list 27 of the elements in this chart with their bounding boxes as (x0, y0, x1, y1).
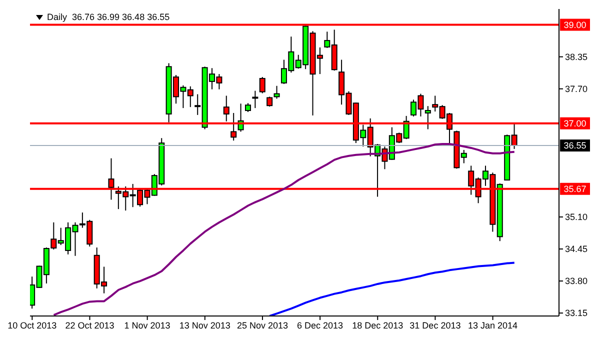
x-tick-label: 25 Nov 2013 (236, 320, 288, 330)
x-tick-label: 22 Oct 2013 (65, 320, 114, 330)
ref-line-label: 37.00 (564, 118, 586, 128)
chart-title: Daily 36.76 36.99 36.48 36.55 (47, 12, 170, 22)
y-tick-label: 38.35 (565, 52, 588, 62)
x-tick-label: 1 Nov 2013 (124, 320, 170, 330)
x-tick-label: 13 Jan 2014 (468, 320, 518, 330)
x-tick-label: 18 Dec 2013 (352, 320, 404, 330)
ref-line-label: 35.67 (564, 184, 586, 194)
y-tick-label: 35.10 (565, 212, 588, 222)
line-series (52, 143, 516, 316)
candlestick (252, 90, 258, 109)
x-tick-label: 10 Oct 2013 (8, 320, 57, 330)
ref-line-label: 39.00 (564, 20, 586, 30)
x-tick-label: 31 Dec 2013 (410, 320, 461, 330)
x-tick-label: 13 Nov 2013 (179, 320, 230, 330)
ref-line-label: 36.55 (564, 140, 586, 150)
line-series (268, 262, 516, 316)
candlestick (424, 106, 431, 130)
candlestick (266, 96, 273, 108)
candlestick (274, 85, 280, 100)
y-tick-label: 33.80 (565, 276, 588, 286)
y-tick-label: 33.15 (565, 308, 588, 318)
y-tick-label: 37.70 (565, 84, 588, 94)
candlestick (259, 76, 266, 94)
x-tick-label: 6 Dec 2013 (297, 320, 344, 330)
y-tick-label: 34.45 (565, 244, 588, 254)
